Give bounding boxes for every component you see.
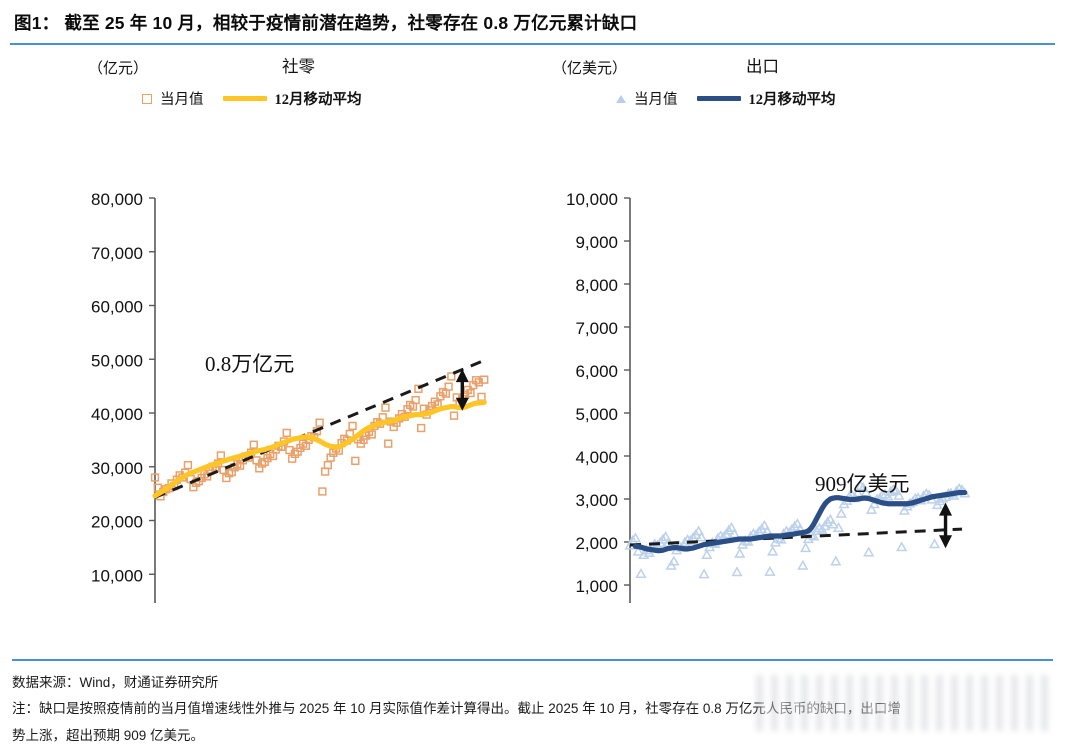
- page-title: 图1： 截至 25 年 10 月，相较于疫情前潜在趋势，社零存在 0.8 万亿元…: [14, 13, 638, 33]
- moving-average-line: [152, 399, 487, 499]
- y-tick-label: 80,000: [91, 190, 143, 209]
- export-plot: 01,0002,0003,0004,0005,0006,0007,0008,00…: [566, 190, 971, 603]
- retail-legend-ma: 12月移动平均: [222, 88, 362, 109]
- retail-chart-header: （亿元） 社零 当月值 12月移动平均: [0, 45, 530, 123]
- y-tick-label: 9,000: [575, 233, 618, 252]
- retail-legend-monthly-label: 当月值: [160, 92, 204, 108]
- export-legend: 当月值 12月移动平均: [616, 88, 836, 109]
- title-divider: [10, 43, 1055, 45]
- y-tick-label: 50,000: [91, 351, 143, 370]
- line-marker-icon: [696, 96, 741, 101]
- retail-unit-label: （亿元）: [88, 61, 149, 77]
- gap-arrow: [939, 502, 953, 549]
- retail-legend-ma-label: 12月移动平均: [274, 92, 362, 108]
- y-tick-label: 30,000: [91, 459, 143, 478]
- y-tick-label: 70,000: [91, 244, 143, 263]
- gap-annotation-label: 909亿美元: [815, 472, 910, 496]
- source-line: 数据来源：Wind，财通证券研究所: [12, 675, 219, 691]
- line-marker-icon: [222, 96, 267, 101]
- retail-legend: 当月值 12月移动平均: [142, 88, 362, 109]
- export-unit-label: （亿美元）: [552, 61, 628, 77]
- trend-dashed-line: [629, 527, 963, 547]
- y-tick-label: 7,000: [575, 319, 618, 338]
- y-tick-label: 5,000: [575, 405, 618, 424]
- figure-header: 图1： 截至 25 年 10 月，相较于疫情前潜在趋势，社零存在 0.8 万亿元…: [0, 0, 1065, 43]
- triangle-marker-icon: [616, 94, 626, 103]
- gap-annotation-label: 0.8万亿元: [205, 352, 294, 376]
- y-tick-label: 40,000: [91, 405, 143, 424]
- note-line-2: 势上涨，超出预期 909 亿美元。: [12, 727, 205, 743]
- retail-legend-monthly: 当月值: [142, 88, 204, 109]
- y-tick-label: 10,000: [566, 190, 618, 209]
- moving-average-line: [632, 489, 968, 554]
- trend-dashed-line: [154, 357, 488, 499]
- y-tick-label: 2,000: [575, 534, 618, 553]
- footer-divider: [12, 659, 1053, 662]
- chart-panel-retail: （亿元） 社零 当月值 12月移动平均 010,00020,00030,0004…: [0, 45, 530, 603]
- y-tick-label: 10,000: [91, 566, 143, 585]
- y-tick-label: 20,000: [91, 513, 143, 532]
- note-line-1: 注：缺口是按照疫情前的当月值增速线性外推与 2025 年 10 月实际值作差计算…: [12, 701, 901, 717]
- figure-footer: 数据来源：Wind，财通证券研究所 注：缺口是按照疫情前的当月值增速线性外推与 …: [0, 659, 1065, 749]
- export-chart-title: 出口: [746, 57, 779, 76]
- export-legend-ma-label: 12月移动平均: [748, 92, 836, 108]
- y-tick-label: 3,000: [575, 491, 618, 510]
- chart-panel-export: （亿美元） 出口 当月值 12月移动平均 01,0002,0003,0004,0…: [530, 45, 1065, 603]
- export-legend-ma: 12月移动平均: [696, 88, 836, 109]
- scatter-points: [624, 480, 971, 579]
- y-tick-label: 1,000: [575, 577, 618, 596]
- retail-chart-title: 社零: [282, 57, 315, 76]
- y-tick-label: 8,000: [575, 276, 618, 295]
- export-legend-monthly-label: 当月值: [634, 92, 678, 108]
- gap-arrow: [455, 369, 469, 411]
- y-tick-label: 4,000: [575, 448, 618, 467]
- charts-area: （亿元） 社零 当月值 12月移动平均 010,00020,00030,0004…: [0, 45, 1065, 605]
- retail-plot: 010,00020,00030,00040,00050,00060,00070,…: [91, 190, 489, 603]
- y-tick-label: 60,000: [91, 298, 143, 317]
- scatter-points: [150, 372, 489, 501]
- square-marker-icon: [142, 93, 152, 104]
- export-legend-monthly: 当月值: [616, 88, 678, 109]
- export-chart-header: （亿美元） 出口 当月值 12月移动平均: [530, 45, 1065, 123]
- y-tick-label: 6,000: [575, 362, 618, 381]
